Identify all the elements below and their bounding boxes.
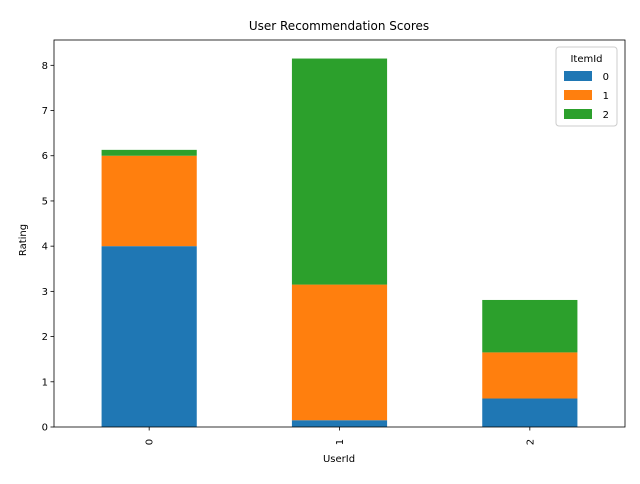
bar-user-2-item-2: [482, 299, 578, 353]
legend-title: ItemId: [570, 54, 602, 65]
y-tick-label: 4: [42, 242, 48, 253]
y-tick-label: 3: [42, 287, 48, 298]
y-tick-label: 8: [42, 61, 48, 72]
legend-swatch-0: [564, 71, 592, 81]
y-tick-label: 2: [42, 332, 48, 343]
x-axis-label: UserId: [323, 454, 355, 465]
legend-label-2: 2: [603, 110, 609, 121]
bar-user-1-item-1: [291, 284, 388, 421]
bar-user-0-item-2: [101, 149, 197, 156]
x-tick-label: 1: [335, 439, 346, 445]
y-tick-label: 1: [42, 377, 48, 388]
y-tick-label: 6: [42, 151, 48, 162]
legend-box: [555, 46, 618, 127]
chart-title: User Recommendation Scores: [249, 19, 429, 33]
x-tick-label: 2: [525, 439, 536, 445]
legend-label-0: 0: [603, 72, 609, 83]
bar-user-1-item-2: [291, 58, 388, 285]
bar-user-2-item-1: [482, 352, 578, 399]
y-tick-label: 7: [42, 106, 48, 117]
legend-label-1: 1: [603, 91, 609, 102]
axes-frame: [53, 39, 626, 428]
legend-swatch-2: [564, 109, 592, 119]
bar-user-1-item-0: [291, 420, 388, 427]
plot-area: 0 1 2 0 1 2 3 4 5 6 7 8: [42, 39, 626, 445]
bar-user-0-item-0: [101, 246, 197, 427]
bar-user-0-item-1: [101, 155, 197, 247]
legend-swatch-1: [564, 90, 592, 100]
bar-user-2-item-0: [482, 398, 578, 427]
y-tick-label: 5: [42, 196, 48, 207]
y-axis-label: Rating: [18, 224, 29, 256]
y-tick-label: 0: [42, 423, 48, 434]
x-tick-label: 0: [145, 439, 156, 445]
